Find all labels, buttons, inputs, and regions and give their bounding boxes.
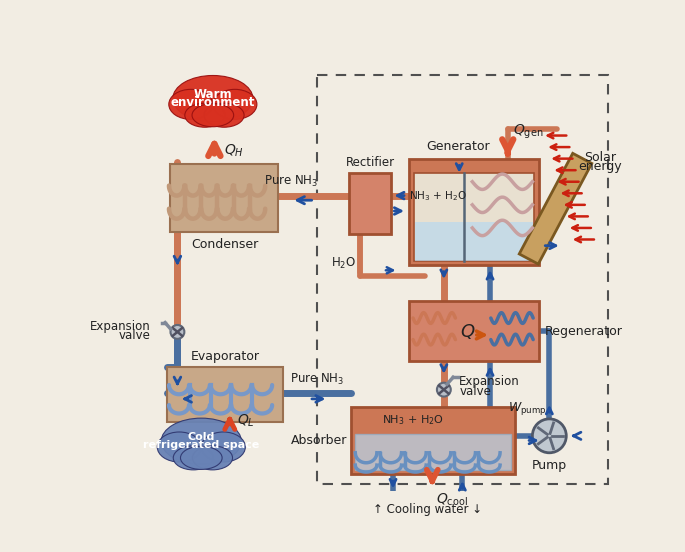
Bar xyxy=(355,433,511,470)
Ellipse shape xyxy=(180,447,222,469)
Circle shape xyxy=(437,383,451,396)
Text: energy: energy xyxy=(578,160,622,173)
Text: NH$_3$ + H$_2$O: NH$_3$ + H$_2$O xyxy=(382,413,445,427)
Text: $Q$: $Q$ xyxy=(460,322,475,341)
Text: Cold: Cold xyxy=(188,432,215,442)
Bar xyxy=(409,301,538,361)
Text: $Q_{\mathrm{cool}}$: $Q_{\mathrm{cool}}$ xyxy=(436,491,468,508)
Ellipse shape xyxy=(185,103,225,127)
Text: Expansion: Expansion xyxy=(459,375,520,389)
Bar xyxy=(409,158,538,265)
Text: $Q_L$: $Q_L$ xyxy=(238,412,256,429)
Ellipse shape xyxy=(169,89,213,119)
Ellipse shape xyxy=(173,76,253,121)
Bar xyxy=(171,164,278,232)
Text: NH$_3$ + H$_2$O: NH$_3$ + H$_2$O xyxy=(410,189,467,203)
Text: $Q_{\mathrm{gen}}$: $Q_{\mathrm{gen}}$ xyxy=(513,123,544,141)
Text: Evaporator: Evaporator xyxy=(190,349,260,363)
Text: Pure NH$_3$: Pure NH$_3$ xyxy=(264,174,319,189)
Text: Warm: Warm xyxy=(194,88,232,101)
Polygon shape xyxy=(519,153,592,264)
Text: environment: environment xyxy=(171,96,255,109)
Ellipse shape xyxy=(161,418,241,464)
Text: Solar: Solar xyxy=(584,151,616,163)
Bar xyxy=(167,367,283,422)
Text: $Q_H$: $Q_H$ xyxy=(225,143,245,159)
Ellipse shape xyxy=(158,432,201,462)
Text: Regenerator: Regenerator xyxy=(545,325,623,338)
Text: refrigerated space: refrigerated space xyxy=(143,440,260,450)
Bar xyxy=(316,76,608,484)
Ellipse shape xyxy=(192,104,234,127)
Ellipse shape xyxy=(173,446,213,470)
Text: Pump: Pump xyxy=(532,459,567,472)
Bar xyxy=(414,222,533,261)
Text: Absorber: Absorber xyxy=(291,434,347,447)
Text: Condenser: Condenser xyxy=(190,238,258,251)
Bar xyxy=(349,172,392,234)
Ellipse shape xyxy=(213,89,257,119)
Text: Pure NH$_3$: Pure NH$_3$ xyxy=(290,372,344,388)
Circle shape xyxy=(171,325,184,339)
Text: Expansion: Expansion xyxy=(90,320,151,333)
Text: Rectifier: Rectifier xyxy=(346,156,395,169)
Ellipse shape xyxy=(201,432,245,462)
Bar xyxy=(414,172,534,261)
Text: H$_2$O: H$_2$O xyxy=(331,256,356,271)
Circle shape xyxy=(532,419,566,453)
Text: Generator: Generator xyxy=(427,140,490,153)
Text: $W_{\mathrm{pump}}$: $W_{\mathrm{pump}}$ xyxy=(508,400,547,417)
Text: valve: valve xyxy=(119,329,151,342)
Text: ↑ Cooling water ↓: ↑ Cooling water ↓ xyxy=(373,503,482,516)
Ellipse shape xyxy=(192,446,232,470)
Ellipse shape xyxy=(204,103,244,127)
Text: valve: valve xyxy=(459,385,491,397)
Bar xyxy=(351,407,514,474)
